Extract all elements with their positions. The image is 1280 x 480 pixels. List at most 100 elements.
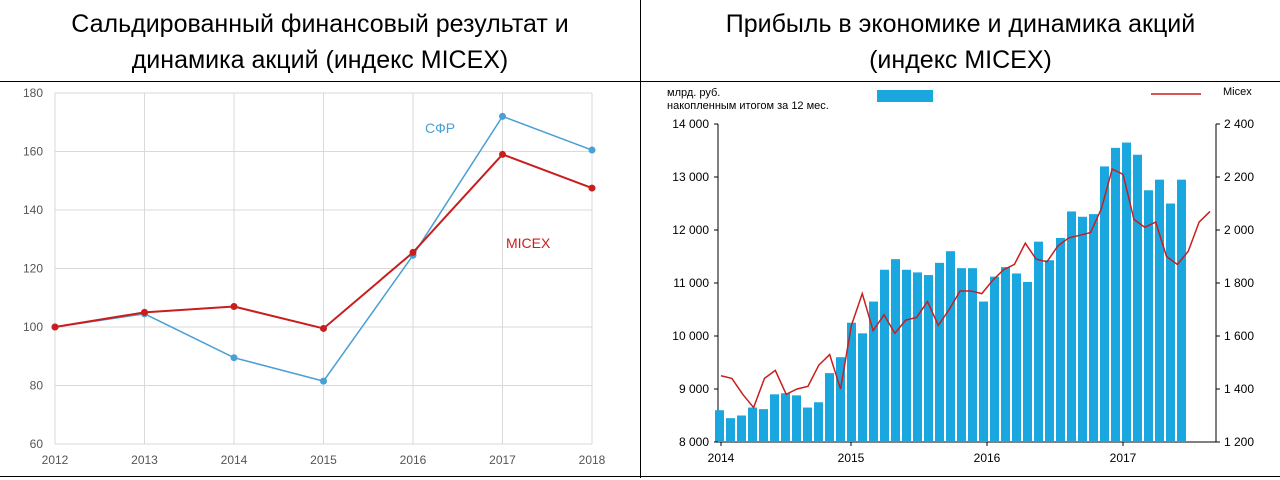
- profit-bar: [803, 407, 812, 442]
- profit-bar: [1012, 273, 1021, 442]
- legend-bar-swatch: [877, 90, 933, 102]
- profit-bar: [902, 269, 911, 442]
- profit-bar: [1177, 179, 1186, 442]
- y-tick-label-left: 14 000: [672, 117, 709, 131]
- y-tick-label: 160: [23, 145, 43, 159]
- y-tick-label-left: 8 000: [679, 435, 709, 449]
- profit-bar: [891, 259, 900, 442]
- x-tick-label: 2016: [974, 451, 1001, 465]
- profit-bar: [1133, 154, 1142, 442]
- x-tick-label: 2013: [131, 453, 158, 467]
- profit-bar: [858, 333, 867, 442]
- y-tick-label: 60: [30, 437, 44, 451]
- x-tick-label: 2017: [489, 453, 516, 467]
- y-tick-label: 180: [23, 86, 43, 100]
- series-label-sfr: СФР: [425, 120, 455, 136]
- profit-bar: [1045, 260, 1054, 442]
- left-header-line2: динамика акций (индекс MICEX): [131, 46, 509, 74]
- profit-bar: [847, 322, 856, 442]
- bar-unit-label-line2: накопленным итогом за 12 мес.: [667, 100, 829, 112]
- profit-bar: [1155, 179, 1164, 442]
- x-tick-label: 2017: [1110, 451, 1137, 465]
- right-header: Прибыль в экономике и динамика акций (ин…: [641, 6, 1280, 78]
- data-point-micex: [51, 323, 59, 331]
- left-line-chart: 60 80 100 120 140 160 180 2012 2013 2014 2015 2016 2…: [23, 86, 606, 467]
- data-point-micex: [320, 324, 327, 332]
- x-tick-label: 2018: [579, 453, 606, 467]
- profit-bar: [935, 262, 944, 442]
- data-point-sfr: [588, 146, 596, 154]
- y-tick-label-left: 9 000: [679, 382, 709, 396]
- y-tick-label-right: 2 000: [1224, 223, 1254, 237]
- x-tick-label: 2012: [42, 453, 69, 467]
- y-tick-label: 140: [23, 203, 43, 217]
- y-tick-label-left: 10 000: [672, 329, 709, 343]
- y-tick-label-right: 1 600: [1224, 329, 1254, 343]
- profit-bar: [957, 268, 966, 442]
- profit-bar: [1023, 281, 1032, 442]
- y-tick-label: 100: [23, 320, 43, 334]
- y-tick-label-right: 1 200: [1224, 435, 1254, 449]
- column-divider: [640, 0, 641, 478]
- y-tick-label: 80: [30, 379, 44, 393]
- profit-bar: [715, 410, 724, 442]
- right-header-line2: (индекс MICEX): [869, 46, 1052, 74]
- data-point-micex: [409, 248, 417, 256]
- profit-bar: [1078, 216, 1087, 442]
- profit-bar: [825, 373, 834, 442]
- x-tick-label: 2015: [838, 451, 865, 465]
- profit-bar: [814, 402, 823, 442]
- legend-line-label: Micex: [1223, 86, 1252, 98]
- profit-bar: [1122, 142, 1131, 443]
- profit-bar: [924, 275, 933, 442]
- profit-bar: [1001, 267, 1010, 442]
- data-point-sfr: [320, 377, 327, 385]
- profit-bar: [759, 409, 768, 442]
- y-tick-label: 120: [23, 262, 43, 276]
- profit-bar: [1111, 147, 1120, 442]
- profit-bar: [836, 357, 845, 442]
- profit-bar: [1056, 237, 1065, 442]
- profit-bar: [1067, 211, 1076, 442]
- y-tick-label-right: 1 400: [1224, 382, 1254, 396]
- left-header-line1: Сальдированный финансовый результат и: [71, 10, 569, 38]
- profit-bar: [737, 415, 746, 442]
- data-point-sfr: [499, 112, 506, 120]
- data-point-micex: [141, 308, 148, 316]
- profit-bar: [726, 418, 735, 442]
- y-tick-label-left: 13 000: [672, 170, 709, 184]
- y-tick-label-left: 12 000: [672, 223, 709, 237]
- x-tick-label: 2014: [221, 453, 248, 467]
- profit-bar: [979, 301, 988, 442]
- profit-bar: [869, 301, 878, 442]
- profit-bar: [913, 272, 922, 442]
- profit-bar: [946, 251, 955, 442]
- data-point-micex: [499, 150, 506, 158]
- profit-bar: [770, 394, 779, 442]
- data-point-sfr: [230, 354, 238, 362]
- bar-unit-label-line1: млрд. руб.: [667, 87, 720, 99]
- y-tick-label-left: 11 000: [673, 276, 709, 290]
- profit-bar: [1089, 214, 1098, 442]
- data-point-micex: [230, 303, 238, 311]
- y-tick-label-right: 2 200: [1224, 170, 1254, 184]
- profit-bar: [1034, 241, 1043, 442]
- y-tick-label-right: 1 800: [1224, 276, 1254, 290]
- profit-bar: [781, 393, 790, 442]
- micex-line: [720, 167, 1211, 410]
- profit-bar: [1166, 203, 1175, 442]
- left-header: Сальдированный финансовый результат и ди…: [0, 6, 640, 78]
- profit-bar: [1144, 190, 1153, 442]
- profit-bar: [990, 276, 999, 442]
- profit-bar: [968, 268, 977, 442]
- series-label-micex: MICEX: [506, 235, 551, 251]
- right-header-line1: Прибыль в экономике и динамика акций: [725, 10, 1196, 38]
- x-tick-label: 2015: [310, 453, 337, 467]
- profit-bar: [792, 395, 801, 442]
- profit-bar: [880, 269, 889, 442]
- x-tick-label: 2016: [400, 453, 427, 467]
- data-point-micex: [588, 184, 596, 192]
- profit-bar: [1100, 166, 1109, 442]
- x-tick-label: 2014: [708, 451, 735, 465]
- right-bar-line-chart: млрд. руб. накопленным итогом за 12 мес.…: [667, 86, 1254, 465]
